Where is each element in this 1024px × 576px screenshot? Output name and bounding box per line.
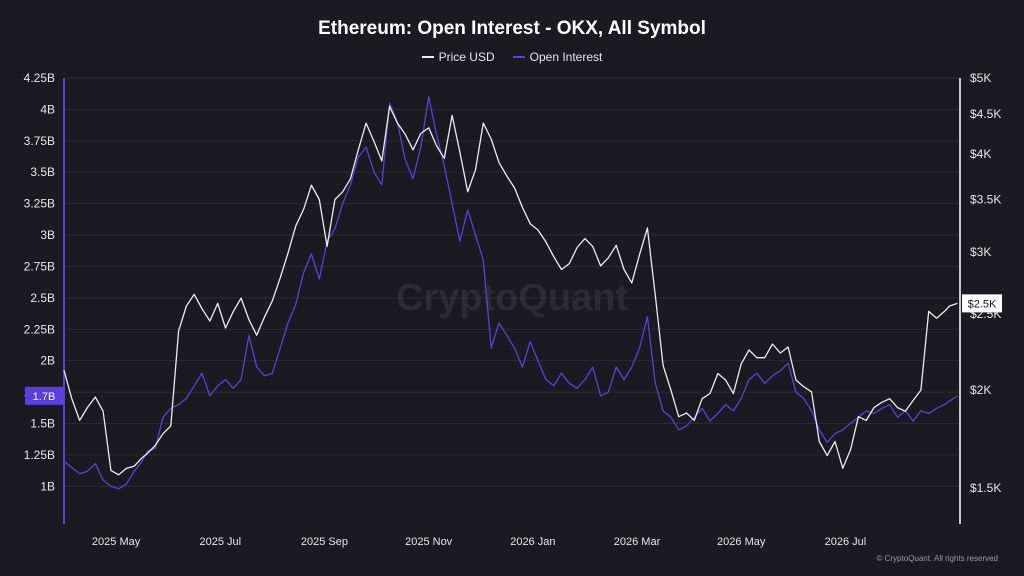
left-tick-label: 2.75B bbox=[24, 259, 55, 273]
right-tick-label: $3.5K bbox=[970, 192, 1001, 206]
left-tick-label: 4B bbox=[40, 102, 55, 116]
right-tick-label: $1.5K bbox=[970, 481, 1001, 495]
price-usd-line bbox=[63, 105, 958, 476]
legend-label-open-interest: Open Interest bbox=[529, 50, 603, 64]
x-tick-label: 2025 Nov bbox=[405, 536, 453, 548]
open-interest-current-label: 1.7B bbox=[33, 391, 56, 403]
open-interest-line bbox=[63, 96, 958, 490]
price-current-tag bbox=[962, 294, 1002, 313]
left-tick-label: 1.25B bbox=[24, 448, 55, 462]
left-tick-label: 2.5B bbox=[30, 291, 55, 305]
price-legend-swatch bbox=[421, 56, 434, 58]
x-tick-label: 2026 Jan bbox=[510, 536, 555, 548]
left-tick-label: 1B bbox=[40, 479, 55, 493]
right-tick-label: $3K bbox=[970, 245, 991, 259]
x-tick-label: 2026 May bbox=[717, 536, 766, 548]
left-tick-label: 3.75B bbox=[24, 134, 55, 148]
x-tick-label: 2025 May bbox=[92, 536, 141, 548]
x-tick-label: 2025 Jul bbox=[199, 536, 241, 548]
left-tick-label: 3B bbox=[40, 228, 55, 242]
legend-label-price: Price USD bbox=[438, 50, 495, 64]
left-tick-label: 3.5B bbox=[30, 165, 55, 179]
left-tick-label: 1.5B bbox=[30, 416, 55, 430]
price-current-label: $2.5K bbox=[968, 298, 997, 310]
x-tick-label: 2026 Jul bbox=[825, 536, 867, 548]
legend-item-open-interest[interactable]: Open Interest bbox=[512, 50, 603, 64]
right-tick-label: $2K bbox=[970, 383, 991, 397]
copyright-footer: © CryptoQuant. All rights reserved bbox=[876, 554, 999, 563]
chart-title: Ethereum: Open Interest - OKX, All Symbo… bbox=[318, 18, 706, 39]
legend-item-price[interactable]: Price USD bbox=[421, 50, 495, 64]
right-tick-label: $4K bbox=[970, 147, 991, 161]
left-tick-label: 2B bbox=[40, 354, 55, 368]
x-tick-label: 2025 Sep bbox=[301, 536, 348, 548]
left-tick-label: 4.25B bbox=[24, 71, 55, 85]
left-tick-label: 3.25B bbox=[24, 197, 55, 211]
left-tick-label: 2.25B bbox=[24, 322, 55, 336]
chart-legend: Price USD Open Interest bbox=[0, 50, 1024, 64]
open-interest-legend-swatch bbox=[512, 56, 525, 58]
right-tick-label: $5K bbox=[970, 71, 991, 85]
open-interest-current-tag bbox=[25, 386, 63, 405]
watermark: CryptoQuant bbox=[396, 277, 629, 319]
x-tick-label: 2026 Mar bbox=[614, 536, 661, 548]
right-tick-label: $4.5K bbox=[970, 107, 1001, 121]
